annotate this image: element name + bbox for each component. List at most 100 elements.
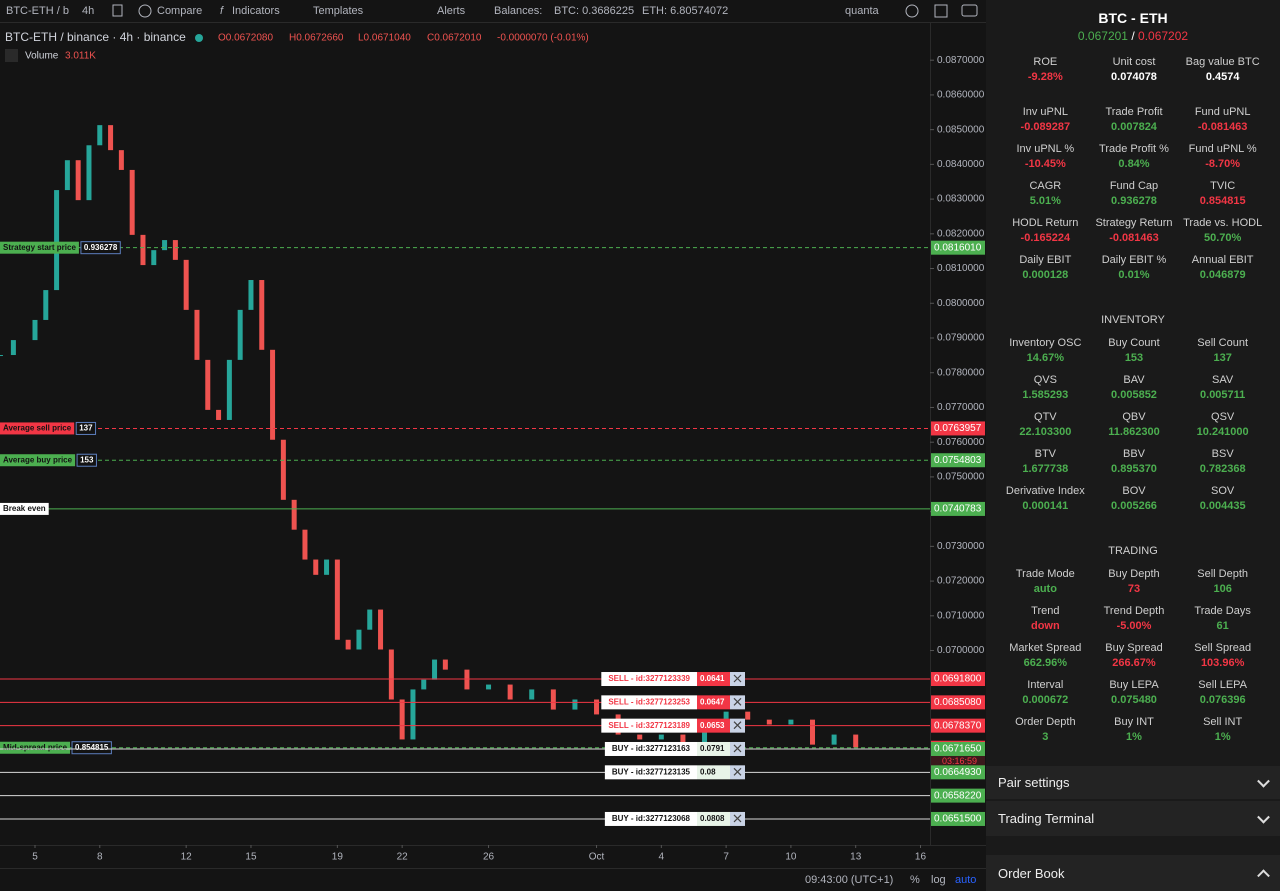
candle: [810, 719, 816, 745]
order-tag-label: SELL - id:3277123253: [608, 697, 690, 706]
candle: [378, 609, 384, 650]
metric: Trade vs. HODL 50.70%: [1178, 216, 1267, 246]
metric-value: 0.005266: [1111, 500, 1157, 512]
order-tag-label: BUY - id:3277123068: [612, 814, 691, 823]
metric: Fund uPNL % -8.70%: [1178, 142, 1267, 172]
metric-value: 106: [1213, 583, 1232, 595]
chart-type-icon[interactable]: [112, 4, 123, 17]
metric-value: down: [1030, 620, 1060, 632]
metric-value: 0.4574: [1205, 71, 1240, 83]
metric: Inv uPNL % -10.45%: [1001, 142, 1090, 172]
ask: 0.067202: [1138, 29, 1189, 43]
candle: [216, 409, 222, 420]
metric-label: Buy Depth: [1108, 568, 1160, 580]
metric-label: Sell Spread: [1194, 642, 1252, 654]
metric-label: Trade Days: [1194, 605, 1251, 617]
metric-label: BBV: [1122, 448, 1145, 460]
metric-value: 266.67%: [1112, 657, 1156, 669]
x-tick-label: Oct: [589, 852, 605, 863]
order-tag: [604, 765, 697, 780]
x-tick-label: 12: [181, 852, 193, 863]
metric: Buy LEPA 0.075480: [1090, 678, 1179, 708]
line-tag-info-label: 153: [80, 455, 94, 464]
candle: [205, 359, 211, 410]
line-tag: [0, 422, 75, 435]
metric-value: -0.081463: [1109, 232, 1159, 244]
compare[interactable]: Compare: [157, 5, 202, 17]
price-tag-label: 0.0671650: [934, 744, 982, 755]
candle: [507, 684, 513, 700]
metric: Interval 0.000672: [1001, 678, 1090, 708]
metric-value: 10.241000: [1196, 426, 1249, 438]
indicators[interactable]: Indicators: [232, 5, 280, 17]
templates[interactable]: Templates: [313, 5, 364, 17]
metric-label: QTV: [1034, 411, 1057, 423]
metric: BSV 0.782368: [1178, 447, 1267, 477]
metric-value: 0.075480: [1111, 694, 1157, 706]
fullscreen-icon[interactable]: [934, 4, 948, 18]
candle: [32, 319, 38, 341]
metric-label: Trend: [1031, 605, 1060, 617]
price-tag: [931, 718, 985, 733]
metric-value: 103.96%: [1200, 657, 1245, 669]
price-tag: [931, 741, 985, 756]
interval[interactable]: 4h: [82, 5, 94, 17]
candle: [291, 499, 297, 530]
auto-toggle[interactable]: auto: [955, 874, 976, 886]
candle: [10, 340, 16, 356]
metric-label: BSV: [1211, 448, 1234, 460]
order-tag: [604, 811, 697, 826]
user[interactable]: quanta: [845, 5, 880, 17]
metric-value: 0.000672: [1022, 694, 1069, 706]
inventory-grid: Inventory OSC 14.67% Buy Count 153 Sell Coun…: [1001, 336, 1267, 514]
collapse-button[interactable]: [5, 49, 18, 62]
metric-value: 0.005852: [1111, 389, 1157, 401]
metric: Bag value BTC 0.4574: [1178, 55, 1267, 85]
metric-label: Buy Count: [1108, 337, 1160, 349]
volume-label: Volume: [25, 51, 59, 62]
metric-label: SAV: [1212, 374, 1234, 386]
accordion[interactable]: Order Book: [986, 855, 1280, 891]
metric: SOV 0.004435: [1178, 484, 1267, 514]
price-tag-label: 0.0754803: [934, 455, 982, 466]
legend-title: BTC-ETH / binance · 4h · binance: [5, 30, 186, 44]
indicators-icon[interactable]: f: [220, 5, 224, 17]
symbol[interactable]: BTC-ETH / b: [6, 5, 69, 17]
candle: [172, 240, 178, 260]
candle: [788, 719, 794, 725]
metric-label: Trend Depth: [1103, 605, 1165, 617]
accordion-title[interactable]: Order Book: [998, 865, 1065, 881]
accordion[interactable]: Pair settings: [986, 766, 1280, 799]
candle: [572, 699, 578, 710]
metric-label: ROE: [1033, 56, 1058, 68]
metric: Inventory OSC 14.67%: [1001, 336, 1090, 366]
y-tick-label: 0.0770000: [937, 402, 985, 413]
candle: [399, 699, 405, 740]
price-tag-label: 0.0685080: [934, 697, 982, 708]
cancel-icon: [733, 767, 742, 776]
metric-value: 0.005711: [1200, 389, 1246, 401]
line-tag-label: Average buy price: [3, 455, 73, 464]
metric: Fund Cap 0.936278: [1090, 179, 1179, 209]
metric-label: QVS: [1033, 374, 1057, 386]
compare-icon[interactable]: [138, 4, 152, 18]
metric-label: Trade vs. HODL: [1183, 217, 1263, 229]
candle: [594, 699, 600, 715]
accordion-title[interactable]: Trading Terminal: [998, 811, 1095, 826]
price-tag: [931, 672, 985, 687]
btc-balance: BTC: 0.3686225: [554, 5, 634, 17]
accordion[interactable]: Trading Terminal: [986, 801, 1280, 836]
accordion-title[interactable]: Pair settings: [998, 775, 1070, 790]
x-tick-label: 16: [915, 852, 927, 863]
metric: Trend Depth -5.00%: [1090, 604, 1179, 634]
snapshot-icon[interactable]: [961, 4, 978, 17]
log-toggle[interactable]: log: [931, 874, 946, 886]
line-tag-info-label: 0.936278: [84, 243, 118, 252]
metric-label: Daily EBIT %: [1101, 254, 1167, 266]
separator: /: [1131, 29, 1135, 43]
settings-icon[interactable]: [905, 4, 919, 18]
percent-toggle[interactable]: %: [910, 874, 920, 886]
alerts[interactable]: Alerts: [437, 5, 466, 17]
metric-value: -5.00%: [1116, 620, 1152, 632]
y-tick-label: 0.0860000: [937, 90, 985, 101]
